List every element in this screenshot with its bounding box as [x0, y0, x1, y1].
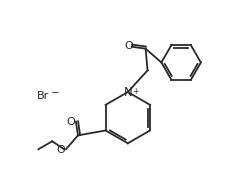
Text: +: +	[132, 87, 139, 96]
Text: O: O	[57, 145, 65, 155]
Text: −: −	[51, 88, 60, 98]
Text: N: N	[124, 86, 132, 99]
Text: Br: Br	[37, 91, 49, 101]
Text: O: O	[124, 41, 133, 51]
Text: O: O	[67, 117, 75, 127]
